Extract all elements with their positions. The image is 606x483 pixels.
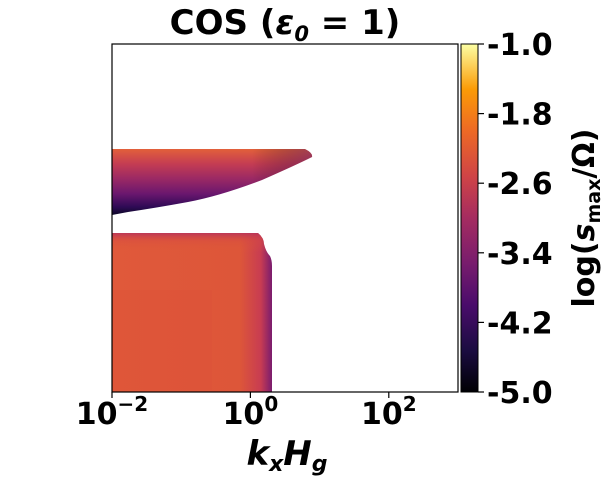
colorbar-tick-label: -2.6 [487,167,553,202]
colorbar-tick-label: -3.4 [487,237,553,272]
colorbar-ticks: -1.0 -1.8 -2.6 -3.4 -4.2 -5.0 [478,28,553,411]
colorbar-tick-label: -4.2 [487,306,553,341]
plot-area [111,43,459,393]
chart-title: COS (ε0 = 1) [170,3,401,46]
colorbar-label: log(smax/Ω) [567,129,605,308]
colorbar-gradient [460,43,479,393]
colorbar: -1.0 -1.8 -2.6 -3.4 -4.2 -5.0 [460,28,553,411]
colorbar-tick-label: -5.0 [487,376,553,411]
lower-region-inner-tone [112,290,212,390]
upper-band-edge-shade [112,149,313,215]
lower-region-top-shade [112,233,272,392]
x-tick-label: 102 [361,392,417,432]
colorbar-tick-label: -1.8 [487,98,553,133]
x-tick-label: 10−2 [76,392,148,432]
x-tick-label: 100 [223,392,279,432]
x-axis: 10−2 100 102 [76,392,417,432]
x-axis-label: kxHg [246,434,327,477]
plot-frame [111,43,459,393]
colorbar-tick-label: -1.0 [487,28,553,63]
